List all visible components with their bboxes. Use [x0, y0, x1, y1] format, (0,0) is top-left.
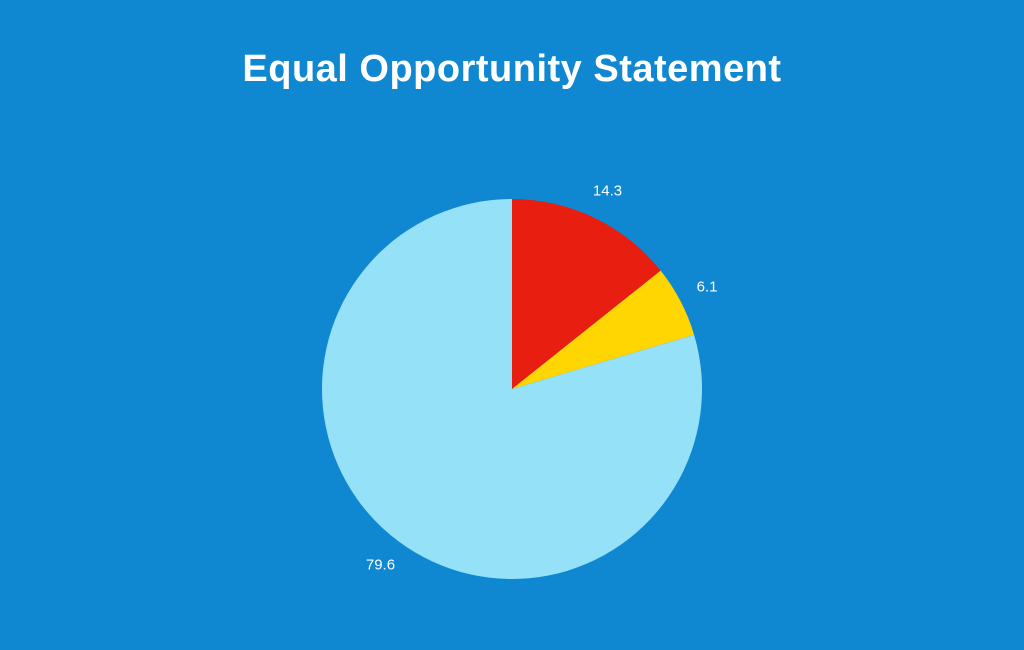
chart-title: Equal Opportunity Statement — [242, 48, 781, 91]
pie-chart — [242, 119, 782, 650]
pie-chart-container: 14.3 6.1 79.6 — [242, 119, 782, 650]
slice-label-weak: 79.6 — [366, 557, 395, 574]
slice-label-moderate: 6.1 — [697, 279, 718, 296]
slice-label-strong: 14.3 — [593, 182, 622, 199]
